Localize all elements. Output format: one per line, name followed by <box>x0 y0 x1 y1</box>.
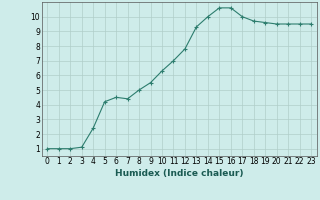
X-axis label: Humidex (Indice chaleur): Humidex (Indice chaleur) <box>115 169 244 178</box>
